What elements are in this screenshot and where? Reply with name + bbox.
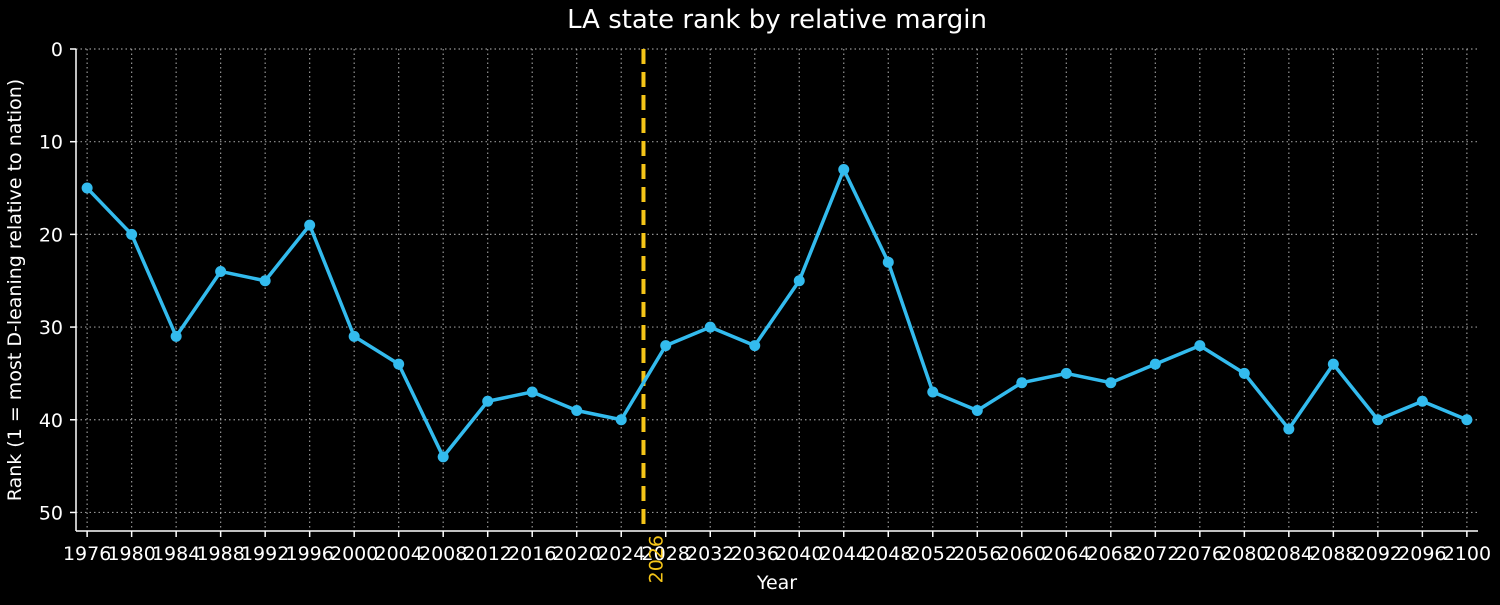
data-point	[749, 340, 761, 352]
x-tick-label: 2032	[686, 543, 734, 565]
x-tick-label: 1988	[196, 543, 244, 565]
data-point	[1105, 377, 1117, 389]
x-tick-label: 1984	[152, 543, 200, 565]
data-point	[1461, 414, 1473, 426]
data-point	[1060, 367, 1072, 379]
data-point	[793, 275, 805, 287]
x-tick-label: 2008	[419, 543, 467, 565]
x-tick-label: 2100	[1443, 543, 1491, 565]
data-point	[660, 340, 672, 352]
data-point	[393, 358, 405, 370]
y-tick-label: 10	[39, 132, 63, 154]
grid	[76, 48, 1478, 531]
y-axis-label: Rank (1 = most D-leaning relative to nat…	[4, 79, 26, 501]
data-point	[215, 265, 227, 277]
data-point	[126, 228, 138, 240]
y-tick-label: 50	[39, 502, 63, 524]
y-tick-label: 40	[39, 410, 63, 432]
x-tick-label: 2028	[642, 543, 690, 565]
data-point	[971, 405, 983, 416]
x-tick-label: 2052	[909, 543, 957, 565]
data-point	[1194, 340, 1206, 352]
data-point	[1327, 358, 1339, 370]
axes: 1976198019841988199219962000200420082012…	[39, 39, 1491, 565]
data-point	[259, 275, 271, 287]
data-point	[704, 321, 716, 333]
x-tick-label: 2064	[1042, 543, 1090, 565]
x-tick-label: 2072	[1131, 543, 1179, 565]
x-tick-label: 2068	[1087, 543, 1135, 565]
y-tick-label: 20	[39, 224, 63, 246]
data-point	[1372, 414, 1384, 426]
y-tick-label: 30	[39, 317, 63, 339]
data-point	[1238, 367, 1250, 379]
x-tick-label: 2016	[508, 543, 556, 565]
data-point	[838, 164, 850, 175]
y-tick-label: 0	[51, 39, 63, 61]
data-point	[1149, 358, 1161, 370]
data-point	[571, 405, 583, 416]
chart-title: LA state rank by relative margin	[567, 5, 987, 35]
x-tick-label: 2080	[1220, 543, 1268, 565]
vertical-marker: 2026	[641, 49, 667, 583]
x-tick-label: 2092	[1354, 543, 1402, 565]
x-tick-label: 2012	[464, 543, 512, 565]
x-tick-label: 2036	[731, 543, 779, 565]
x-tick-label: 1976	[63, 543, 111, 565]
x-tick-label: 1980	[107, 543, 155, 565]
x-tick-label: 2024	[597, 543, 645, 565]
x-axis-label: Year	[756, 572, 797, 594]
data-point	[170, 330, 182, 342]
x-tick-label: 2088	[1309, 543, 1357, 565]
data-point	[882, 256, 894, 268]
x-tick-label: 2056	[953, 543, 1001, 565]
data-point	[81, 182, 93, 194]
x-tick-label: 2004	[375, 543, 423, 565]
x-tick-label: 2020	[553, 543, 601, 565]
series-line	[85, 167, 1468, 459]
x-tick-label: 2040	[775, 543, 823, 565]
data-point	[615, 414, 627, 426]
data-point	[348, 330, 360, 342]
x-tick-label: 2048	[864, 543, 912, 565]
data-point	[1416, 395, 1428, 407]
x-tick-label: 2000	[330, 543, 378, 565]
x-tick-label: 2076	[1176, 543, 1224, 565]
series	[81, 164, 1473, 463]
vertical-marker-label: 2026	[645, 535, 667, 583]
data-point	[927, 386, 939, 398]
x-tick-label: 2044	[820, 543, 868, 565]
x-tick-label: 2096	[1398, 543, 1446, 565]
x-tick-label: 2060	[998, 543, 1046, 565]
x-tick-label: 2084	[1265, 543, 1313, 565]
x-tick-label: 1992	[241, 543, 289, 565]
data-point	[437, 451, 449, 463]
data-point	[1016, 377, 1028, 389]
data-point	[304, 219, 316, 231]
data-point	[526, 386, 538, 398]
data-point	[482, 395, 494, 407]
data-point	[1283, 423, 1295, 435]
x-tick-label: 1996	[285, 543, 333, 565]
